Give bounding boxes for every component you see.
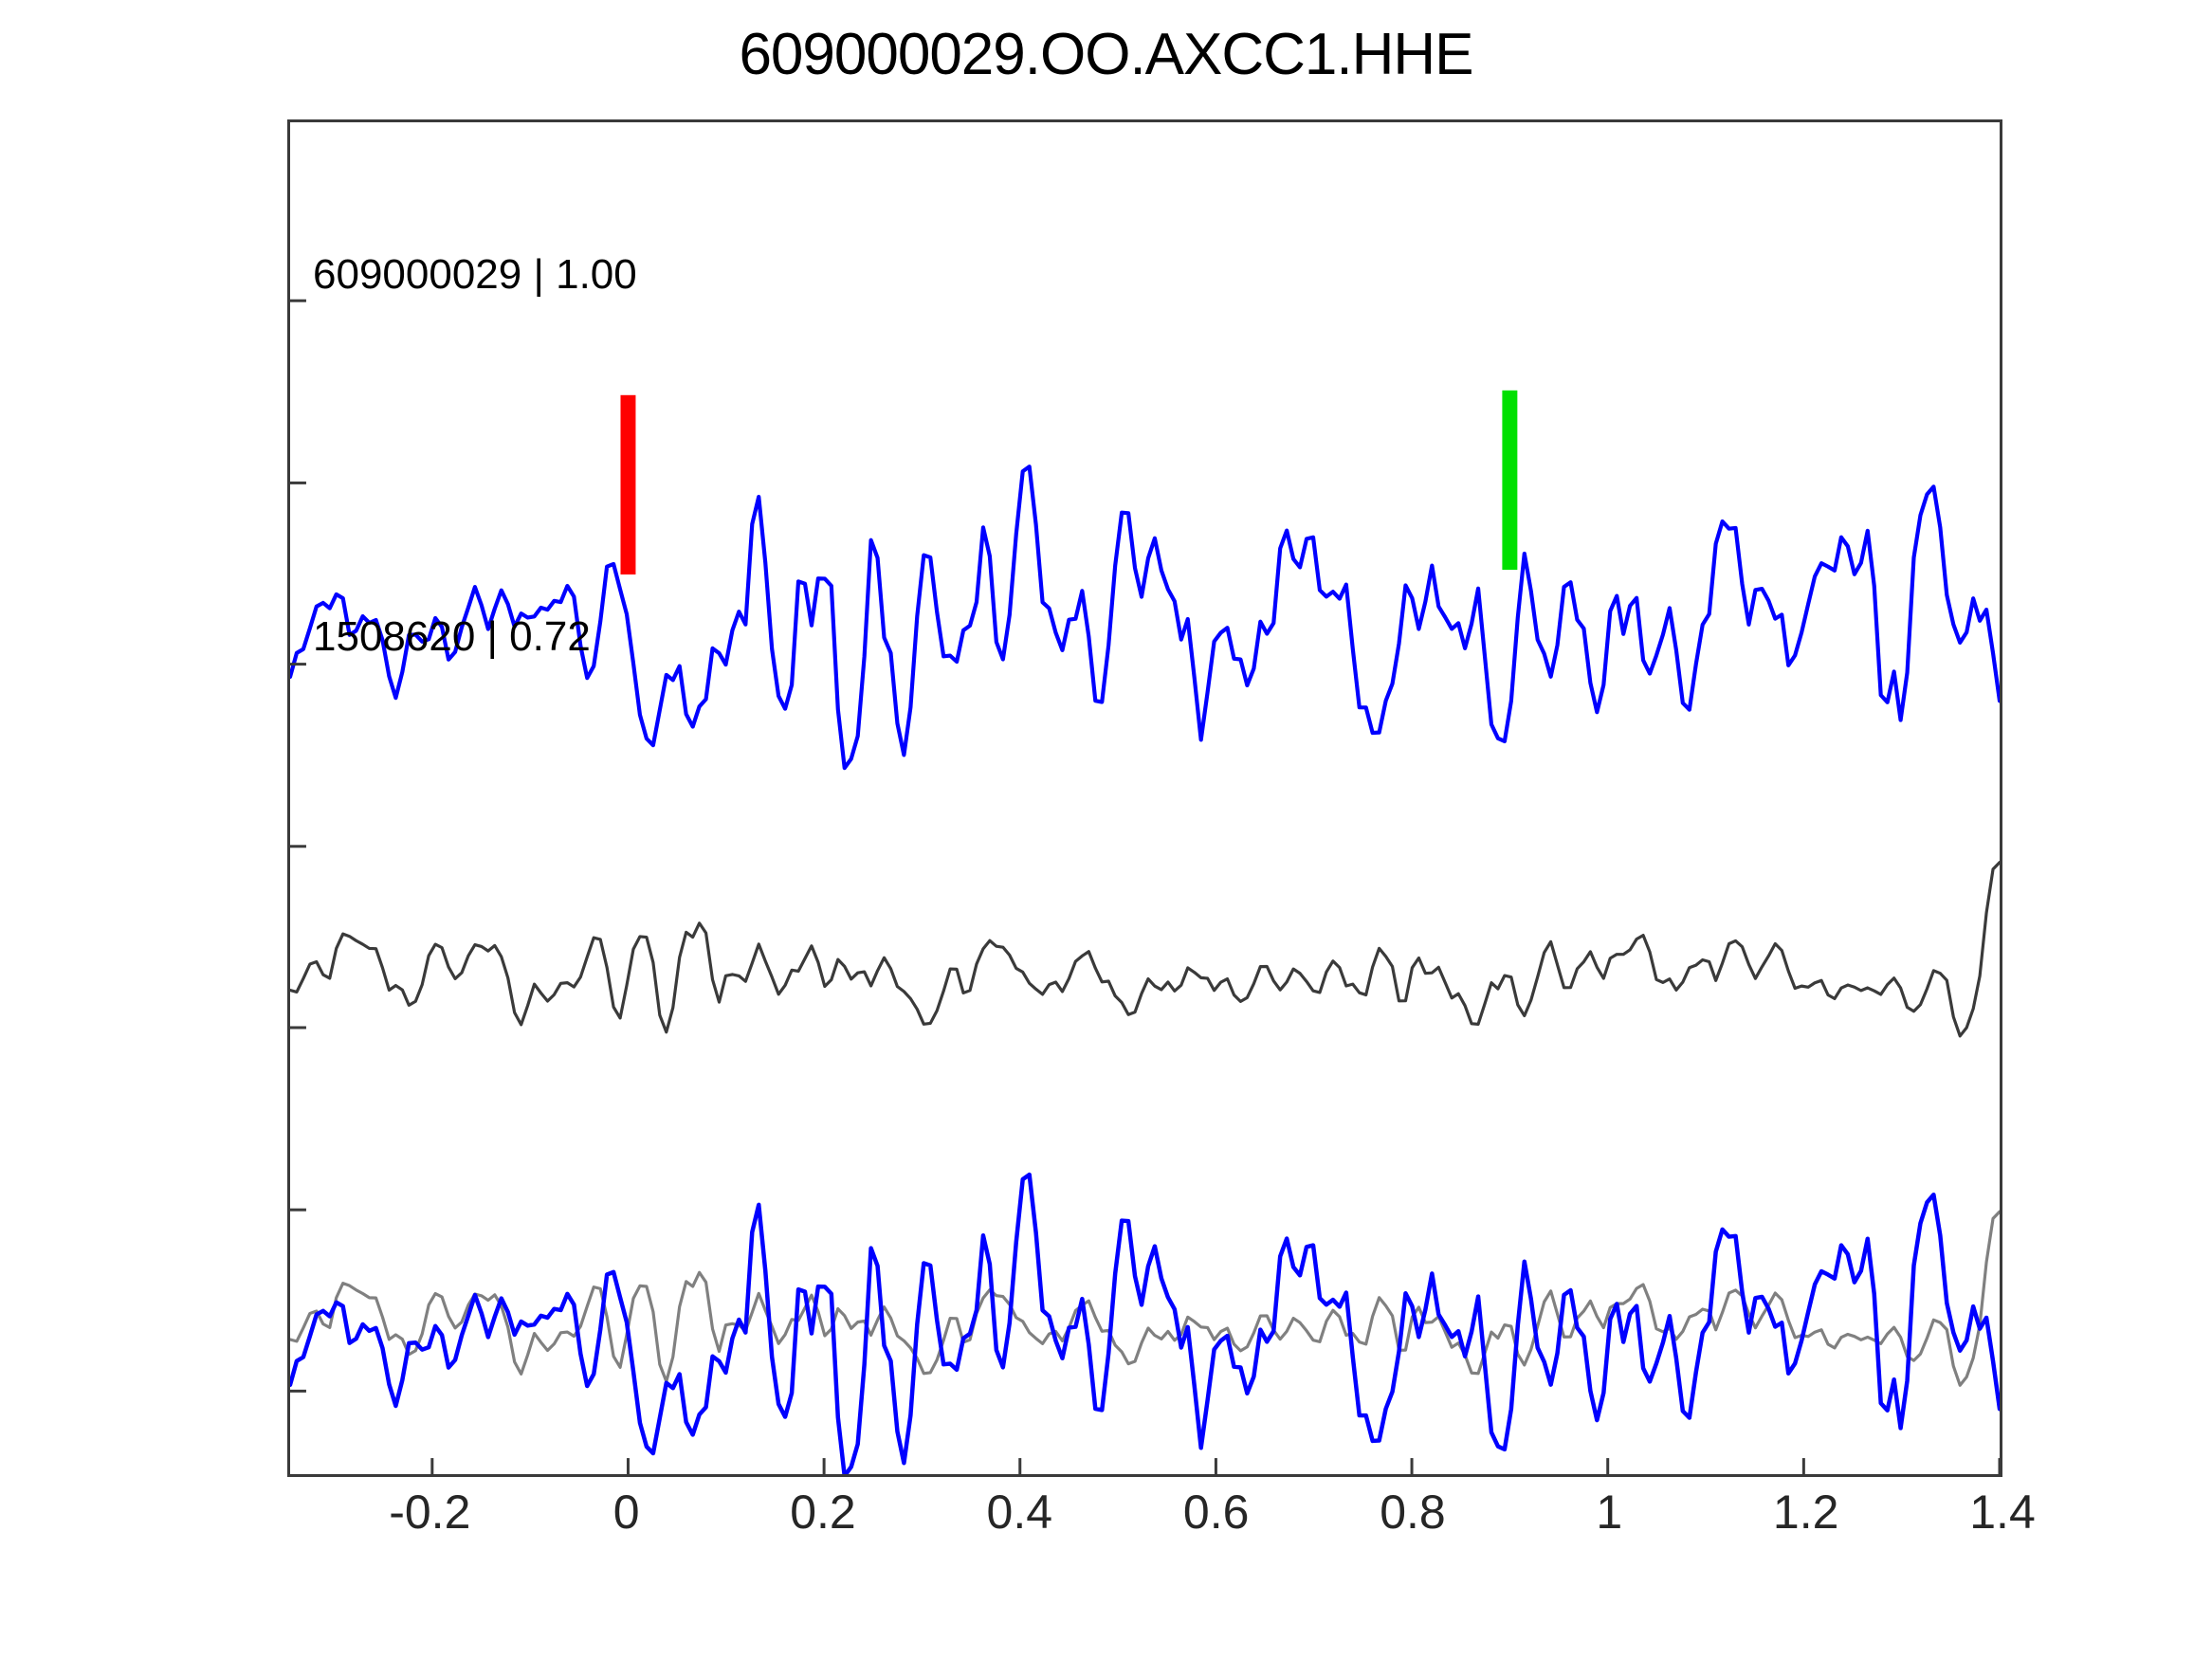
waveform-path-detection-waveform [290,861,2000,1038]
x-tick-mark-2 [822,1458,826,1474]
x-tick-label-4: 0.6 [1182,1486,1250,1539]
waveform-path-template-waveform [290,465,2000,771]
y-tick-mark-1 [290,481,306,484]
marker-pick-red [620,394,636,574]
x-axis-tick-labels: -0.2 0 0.2 0.4 0.6 0.8 1 1.2 1.4 [0,1485,2212,1570]
x-tick-label-5: 0.8 [1380,1486,1446,1539]
marker-pick-green [1502,390,1518,571]
x-tick-mark-1 [626,1458,630,1474]
x-tick-mark-3 [1018,1458,1022,1474]
waveform-path-overlay-template [290,1172,2000,1474]
x-tick-mark-0 [430,1458,434,1474]
x-tick-label-7: 1.2 [1772,1486,1839,1539]
x-tick-mark-6 [1606,1458,1610,1474]
x-tick-label-2: 0.2 [790,1486,856,1539]
plot-axes: 609000029 | 1.00 1508620 | 0.72 [287,119,2002,1477]
y-tick-mark-5 [290,1208,306,1212]
x-tick-label-1: 0 [612,1486,640,1539]
x-tick-mark-7 [1801,1458,1805,1474]
x-tick-label-6: 1 [1596,1486,1623,1539]
trace-label-detection: 1508620 | 0.72 [313,613,591,660]
x-tick-mark-5 [1410,1458,1414,1474]
trace-label-template: 609000029 | 1.00 [313,251,637,298]
x-tick-label-0: -0.2 [389,1486,471,1539]
waveform-canvas [290,299,2000,1474]
y-tick-mark-0 [290,299,306,302]
page-title: 609000029.OO.AXCC1.HHE [739,22,1473,87]
y-tick-mark-4 [290,1026,306,1030]
waveform-path-overlay-detection [290,1210,2000,1387]
x-tick-label-8: 1.4 [1969,1486,2036,1539]
y-tick-mark-3 [290,845,306,848]
y-tick-mark-2 [290,663,306,666]
x-tick-label-3: 0.4 [986,1486,1053,1539]
x-tick-mark-8 [1998,1458,2000,1474]
y-tick-mark-6 [290,1389,306,1393]
x-tick-mark-4 [1214,1458,1217,1474]
